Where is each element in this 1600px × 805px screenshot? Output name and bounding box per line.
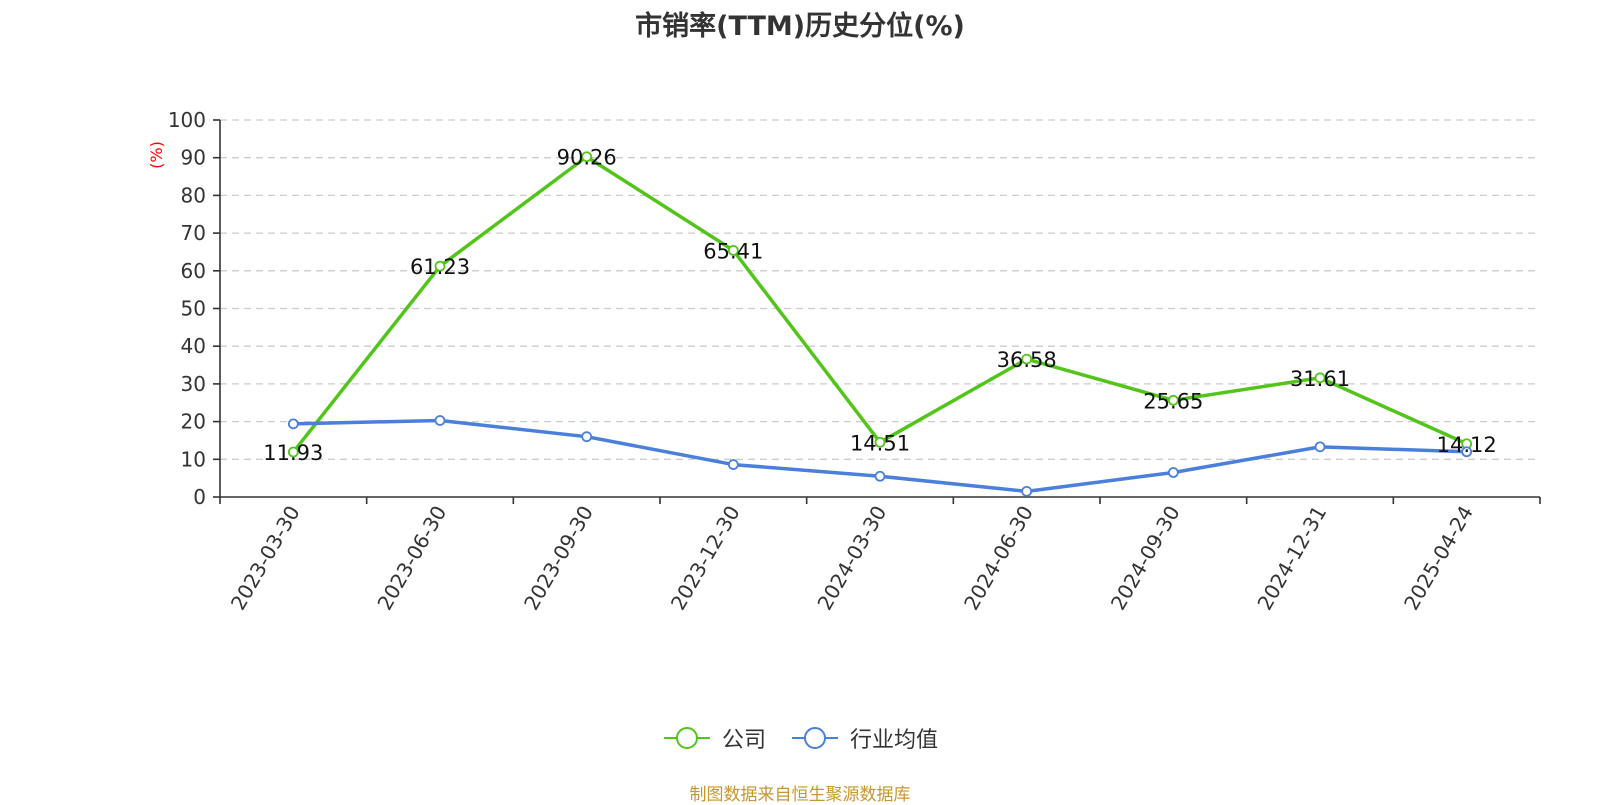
x-tick-label: 2024-03-30 xyxy=(812,502,891,615)
data-point[interactable] xyxy=(727,459,739,470)
x-tick-label: 2023-06-30 xyxy=(372,502,451,615)
y-tick-label: 0 xyxy=(193,485,206,509)
data-label: 65.41 xyxy=(703,239,763,263)
y-tick-label: 30 xyxy=(181,372,206,396)
series-line xyxy=(291,154,1468,454)
data-label: 14.51 xyxy=(850,431,910,455)
data-point[interactable] xyxy=(1021,485,1033,497)
data-point[interactable] xyxy=(1461,446,1473,458)
data-point[interactable] xyxy=(287,446,299,458)
data-label: 14.12 xyxy=(1437,433,1497,457)
y-tick-label: 70 xyxy=(181,221,206,245)
data-point[interactable] xyxy=(1167,467,1179,478)
source-note: 制图数据来自恒生聚源数据库 xyxy=(689,785,911,805)
data-point[interactable] xyxy=(287,418,299,430)
data-label: 11.93 xyxy=(263,441,323,465)
series-0 xyxy=(287,151,1473,458)
legend-label: 行业均值 xyxy=(850,728,939,753)
y-tick-label: 90 xyxy=(181,146,206,170)
y-tick-label: 80 xyxy=(181,183,206,207)
y-tick-label: 20 xyxy=(181,410,206,434)
x-tick-label: 2023-12-30 xyxy=(666,502,745,615)
data-point[interactable] xyxy=(434,415,446,426)
data-label: 36.58 xyxy=(997,348,1057,372)
data-label: 25.65 xyxy=(1143,389,1203,413)
data-point[interactable] xyxy=(581,151,593,163)
legend-item[interactable]: 公司 xyxy=(662,722,766,754)
x-tick-label: 2025-04-24 xyxy=(1399,502,1478,615)
data-label: 61.23 xyxy=(410,255,470,279)
gridlines xyxy=(220,119,1540,460)
legend-label: 公司 xyxy=(721,728,766,753)
data-point[interactable] xyxy=(727,245,739,256)
data-point[interactable] xyxy=(1314,372,1326,384)
chart-title: 市销率(TTM)历史分位(%) xyxy=(635,11,965,42)
data-point[interactable] xyxy=(581,431,593,443)
legend-marker-icon xyxy=(663,727,710,749)
axes: 0 10 20 30 40 50 60 70 80 90 100 2023-03-30 2023-06-… xyxy=(168,108,1541,615)
data-point[interactable] xyxy=(1021,353,1033,365)
x-tick-label: 2024-09-30 xyxy=(1106,502,1185,615)
series xyxy=(287,151,1473,497)
legend-marker-icon xyxy=(792,727,838,749)
y-tick-label: 10 xyxy=(181,447,206,471)
x-tick-label: 2023-03-30 xyxy=(226,502,305,615)
x-tick-label: 2023-09-30 xyxy=(519,502,598,615)
data-label: 31.61 xyxy=(1290,367,1350,391)
legend: 公司 行业均值 xyxy=(0,722,1600,754)
x-tick-label: 2024-12-31 xyxy=(1252,502,1331,615)
legend-item[interactable]: 行业均值 xyxy=(790,722,938,754)
data-point[interactable] xyxy=(874,436,886,448)
data-label: 90.26 xyxy=(557,146,617,170)
data-point[interactable] xyxy=(874,470,886,482)
y-tick-label: 60 xyxy=(181,259,206,283)
data-point[interactable] xyxy=(1167,394,1179,406)
y-tick-label: 100 xyxy=(168,108,206,132)
series-1 xyxy=(287,415,1473,497)
data-point[interactable] xyxy=(1314,441,1326,453)
x-tick-label: 2024-06-30 xyxy=(959,502,1038,615)
data-point[interactable] xyxy=(434,260,446,272)
y-axis-unit-label: (%) xyxy=(147,141,166,169)
data-labels: 11.93 61.23 90.26 65.41 14.51 36.58 25.65 31.61… xyxy=(263,146,1496,465)
y-tick-label: 40 xyxy=(181,334,206,358)
y-tick-label: 50 xyxy=(181,297,206,321)
